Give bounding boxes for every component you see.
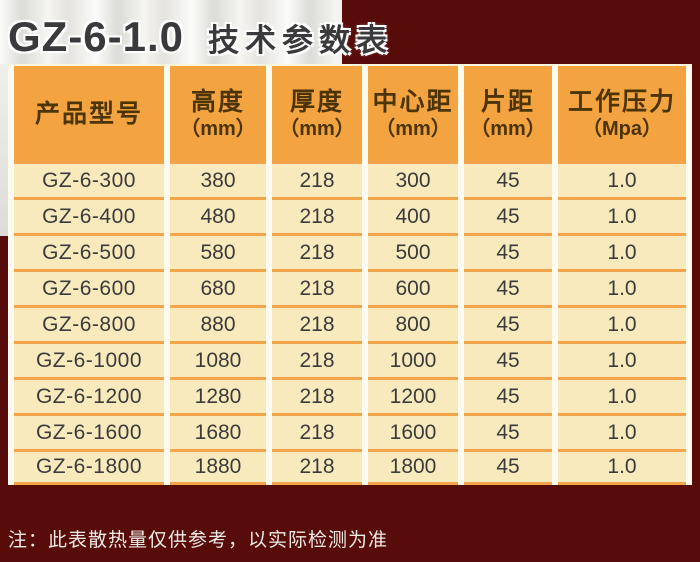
value-cell: 1680	[170, 413, 266, 449]
table-row: GZ-6-1200 1280 218 1200 45 1.0	[14, 377, 686, 413]
value-cell: 1600	[368, 413, 458, 449]
value-cell: 380	[170, 161, 266, 197]
value-cell: 1.0	[558, 377, 686, 413]
value-cell: 1800	[368, 449, 458, 485]
curtain-background	[0, 0, 342, 64]
value-cell: 218	[272, 197, 362, 233]
value-cell: 218	[272, 305, 362, 341]
value-cell: 218	[272, 269, 362, 305]
header-thickness: 厚度 （mm）	[272, 66, 362, 161]
header-working-pressure: 工作压力 （Mpa）	[558, 66, 686, 161]
value-cell: 400	[368, 197, 458, 233]
value-cell: 218	[272, 413, 362, 449]
table-header-row: 产品型号 高度 （mm） 厚度 （mm） 中心距 （mm） 片距 （mm）	[14, 66, 686, 161]
value-cell: 1080	[170, 341, 266, 377]
value-cell: 45	[464, 233, 552, 269]
value-cell: 680	[170, 269, 266, 305]
model-cell: GZ-6-400	[14, 197, 164, 233]
table-row: GZ-6-400 480 218 400 45 1.0	[14, 197, 686, 233]
header-center-distance: 中心距 （mm）	[368, 66, 458, 161]
value-cell: 1.0	[558, 197, 686, 233]
value-cell: 45	[464, 449, 552, 485]
page-title: GZ-6-1.0 技术参数表	[0, 0, 700, 64]
value-cell: 880	[170, 305, 266, 341]
value-cell: 480	[170, 197, 266, 233]
footnote: 注：此表散热量仅供参考，以实际检测为准	[0, 514, 700, 562]
table-body: GZ-6-300 380 218 300 45 1.0 GZ-6-400 480 218 400 4…	[14, 161, 686, 485]
value-cell: 1.0	[558, 161, 686, 197]
value-cell: 1.0	[558, 413, 686, 449]
footnote-text: 注：此表散热量仅供参考，以实际检测为准	[8, 529, 389, 551]
model-cell: GZ-6-1000	[14, 341, 164, 377]
model-cell: GZ-6-600	[14, 269, 164, 305]
table-row: GZ-6-600 680 218 600 45 1.0	[14, 269, 686, 305]
table-row: GZ-6-800 880 218 800 45 1.0	[14, 305, 686, 341]
value-cell: 580	[170, 233, 266, 269]
value-cell: 218	[272, 377, 362, 413]
value-cell: 1.0	[558, 269, 686, 305]
value-cell: 218	[272, 341, 362, 377]
curtain-left-sliver	[0, 64, 8, 236]
value-cell: 1200	[368, 377, 458, 413]
header-product-model: 产品型号	[14, 66, 164, 161]
model-cell: GZ-6-1600	[14, 413, 164, 449]
value-cell: 500	[368, 233, 458, 269]
value-cell: 45	[464, 413, 552, 449]
value-cell: 600	[368, 269, 458, 305]
table-row: GZ-6-300 380 218 300 45 1.0	[14, 161, 686, 197]
model-cell: GZ-6-300	[14, 161, 164, 197]
value-cell: 1.0	[558, 341, 686, 377]
value-cell: 1280	[170, 377, 266, 413]
table-row: GZ-6-1600 1680 218 1600 45 1.0	[14, 413, 686, 449]
value-cell: 218	[272, 233, 362, 269]
value-cell: 1000	[368, 341, 458, 377]
value-cell: 1.0	[558, 449, 686, 485]
value-cell: 800	[368, 305, 458, 341]
value-cell: 300	[368, 161, 458, 197]
value-cell: 1880	[170, 449, 266, 485]
value-cell: 1.0	[558, 233, 686, 269]
model-cell: GZ-6-1800	[14, 449, 164, 485]
value-cell: 45	[464, 269, 552, 305]
table-row: GZ-6-500 580 218 500 45 1.0	[14, 233, 686, 269]
header-height: 高度 （mm）	[170, 66, 266, 161]
table-row: GZ-6-1000 1080 218 1000 45 1.0	[14, 341, 686, 377]
title-table-label: 技术参数表	[208, 22, 394, 58]
value-cell: 218	[272, 449, 362, 485]
value-cell: 1.0	[558, 305, 686, 341]
value-cell: 45	[464, 341, 552, 377]
title-model-code: GZ-6-1.0	[8, 13, 185, 60]
value-cell: 45	[464, 377, 552, 413]
value-cell: 45	[464, 305, 552, 341]
model-cell: GZ-6-500	[14, 233, 164, 269]
parameters-table: 产品型号 高度 （mm） 厚度 （mm） 中心距 （mm） 片距 （mm）	[8, 64, 692, 485]
value-cell: 45	[464, 197, 552, 233]
parameters-table-wrap: 产品型号 高度 （mm） 厚度 （mm） 中心距 （mm） 片距 （mm）	[8, 64, 692, 485]
value-cell: 218	[272, 161, 362, 197]
model-cell: GZ-6-1200	[14, 377, 164, 413]
table-row: GZ-6-1800 1880 218 1800 45 1.0	[14, 449, 686, 485]
header-fin-spacing: 片距 （mm）	[464, 66, 552, 161]
value-cell: 45	[464, 161, 552, 197]
model-cell: GZ-6-800	[14, 305, 164, 341]
